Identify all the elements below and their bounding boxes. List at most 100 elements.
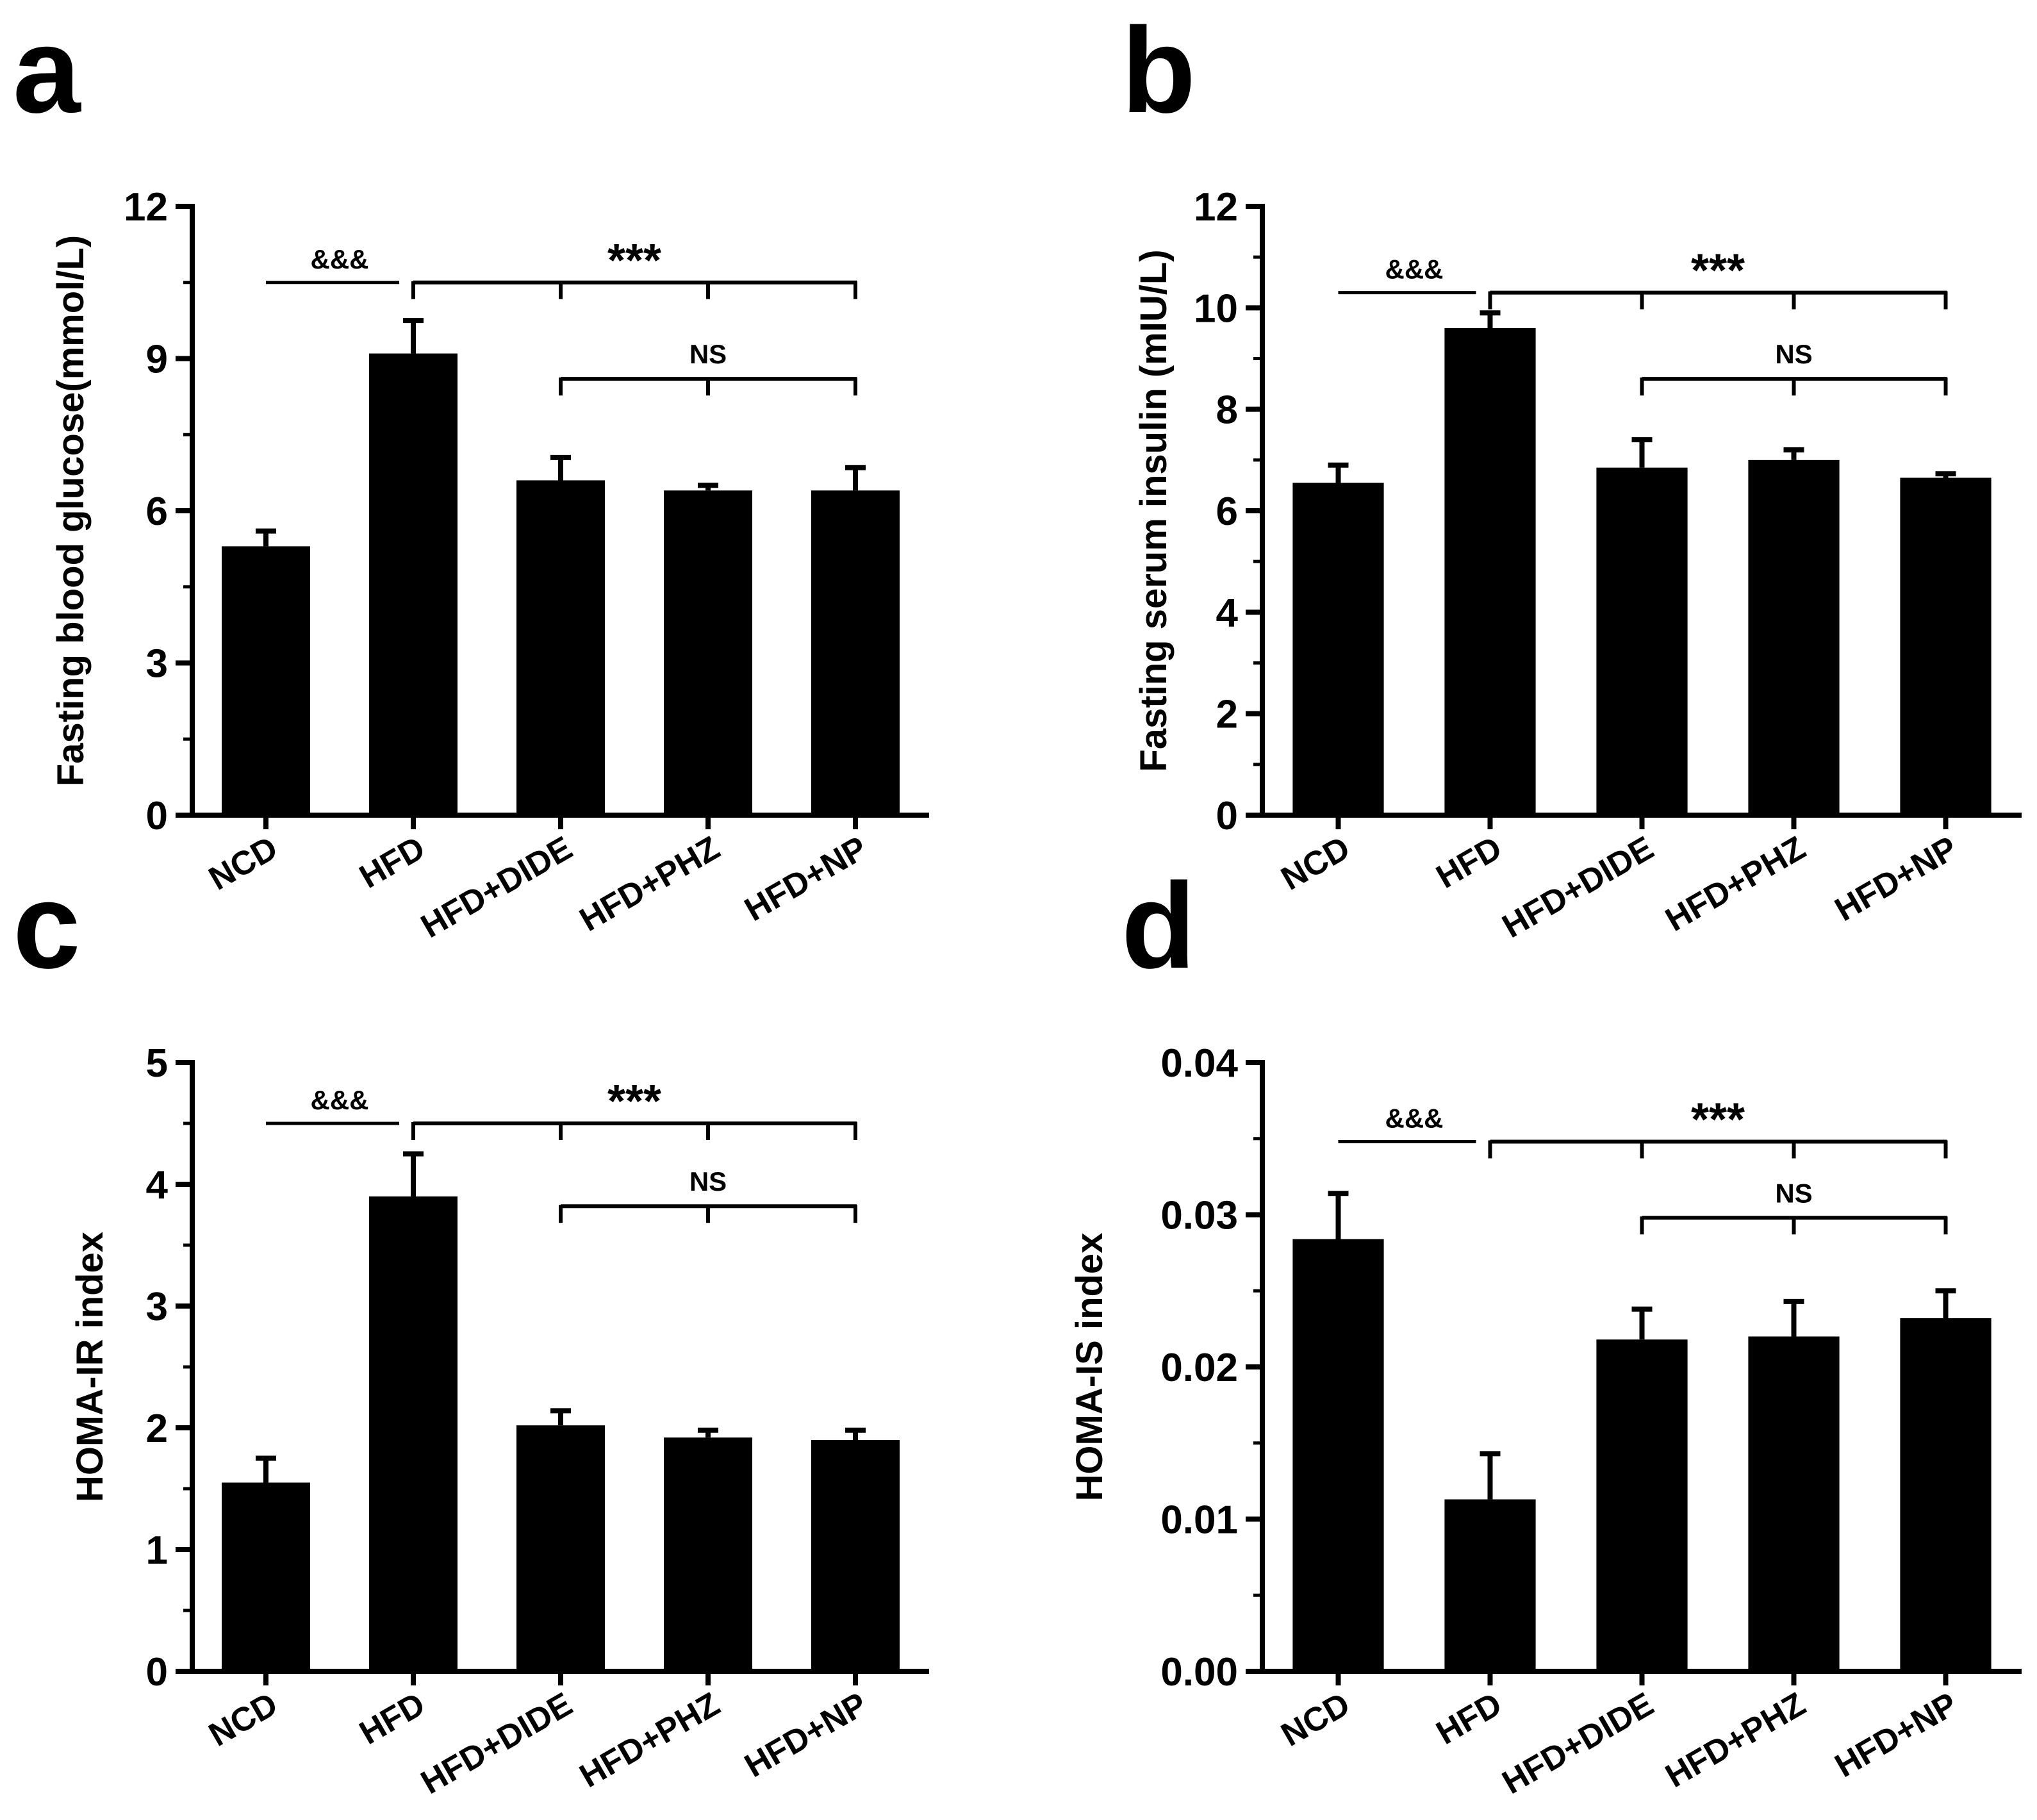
error-bar-1 xyxy=(1480,1451,1501,1500)
bar-1 xyxy=(1444,1499,1536,1671)
y-tick-label: 8 xyxy=(1216,388,1238,433)
error-bar-0 xyxy=(1328,462,1349,483)
error-bar-4 xyxy=(845,465,866,491)
star-bracket xyxy=(411,280,857,299)
bar-1 xyxy=(1444,328,1536,815)
y-tick-label: 0.04 xyxy=(1160,1041,1238,1086)
bar-0 xyxy=(222,1482,310,1671)
ns-annotation: NS xyxy=(1775,339,1812,369)
y-tick-label: 2 xyxy=(1216,693,1238,737)
ns-annotation: NS xyxy=(1775,1178,1812,1208)
x-tick-label: HFD+DIDE xyxy=(1496,1685,1660,1801)
bar-1 xyxy=(369,1196,458,1671)
panel-letter: d xyxy=(1121,858,1196,994)
star-annotation: *** xyxy=(607,235,661,286)
star-bracket xyxy=(1488,1139,1948,1159)
error-bar-3 xyxy=(1783,447,1804,460)
star-bracket xyxy=(411,1121,857,1140)
bar-2 xyxy=(516,1425,605,1671)
error-bar-1 xyxy=(403,1151,424,1196)
y-tick-label: 10 xyxy=(1194,286,1238,331)
y-tick-label: 4 xyxy=(1216,591,1239,635)
x-tick-label: NCD xyxy=(1275,829,1357,898)
bar-2 xyxy=(1596,1339,1688,1671)
y-tick-label: 0.01 xyxy=(1160,1498,1238,1543)
x-tick-label: HFD+PHZ xyxy=(573,1685,726,1795)
x-tick-label: HFD+PHZ xyxy=(573,829,726,939)
error-bar-3 xyxy=(698,483,718,491)
x-tick-label: NCD xyxy=(202,1685,284,1754)
amp-annotation: &&& xyxy=(311,244,369,274)
y-axis-label: HOMA-IR index xyxy=(69,1232,111,1502)
bar-3 xyxy=(664,490,752,815)
x-tick-label: HFD+DIDE xyxy=(415,829,579,945)
error-bar-4 xyxy=(1935,471,1956,478)
y-tick-label: 6 xyxy=(146,490,168,534)
y-tick-label: 0.02 xyxy=(1160,1346,1238,1390)
bar-3 xyxy=(664,1437,752,1671)
x-tick-label: HFD+PHZ xyxy=(1660,1685,1812,1795)
x-tick-label: HFD xyxy=(1430,1685,1508,1752)
y-tick-label: 2 xyxy=(146,1407,168,1451)
bar-1 xyxy=(369,353,458,815)
y-tick-label: 3 xyxy=(146,1285,168,1329)
ns-bracket xyxy=(559,1204,857,1223)
error-bar-2 xyxy=(1631,1306,1653,1340)
error-bar-0 xyxy=(256,528,276,547)
bar-2 xyxy=(1596,467,1688,815)
star-annotation: *** xyxy=(607,1076,661,1127)
y-tick-label: 12 xyxy=(1194,185,1238,229)
x-tick-label: HFD+NP xyxy=(739,1685,873,1785)
bar-2 xyxy=(516,480,605,815)
x-tick-label: HFD+PHZ xyxy=(1660,829,1812,939)
error-bar-1 xyxy=(1480,310,1501,328)
y-tick-label: 1 xyxy=(146,1528,168,1573)
ns-bracket xyxy=(1640,1216,1948,1235)
star-bracket xyxy=(1488,290,1948,310)
y-tick-label: 0.00 xyxy=(1160,1650,1238,1694)
y-tick-label: 5 xyxy=(146,1041,168,1086)
y-axis-label: HOMA-IS index xyxy=(1069,1233,1110,1502)
error-bar-4 xyxy=(845,1427,866,1440)
star-annotation: *** xyxy=(1691,1095,1745,1146)
y-axis-label: Fasting blood glucose(mmol/L) xyxy=(50,235,92,786)
ns-bracket xyxy=(559,377,857,396)
y-tick-label: 6 xyxy=(1216,490,1238,534)
error-bar-2 xyxy=(550,454,571,481)
y-tick-label: 0 xyxy=(1216,794,1238,838)
error-bar-2 xyxy=(1631,437,1653,468)
panel-letter: a xyxy=(13,3,81,138)
error-bar-2 xyxy=(550,1408,571,1426)
x-tick-label: HFD xyxy=(353,1685,431,1752)
y-axis-label: Fasting serum insulin (mIU/L) xyxy=(1133,249,1175,772)
amp-annotation: &&& xyxy=(1385,1104,1444,1134)
error-bar-0 xyxy=(256,1455,276,1483)
bar-4 xyxy=(1900,1318,1992,1671)
amp-annotation: &&& xyxy=(311,1085,369,1115)
y-tick-label: 3 xyxy=(146,642,168,686)
ns-annotation: NS xyxy=(689,1166,727,1196)
error-bar-4 xyxy=(1935,1288,1956,1318)
y-tick-label: 12 xyxy=(124,185,168,229)
x-tick-label: HFD+NP xyxy=(1829,829,1963,929)
error-bar-0 xyxy=(1328,1191,1349,1239)
bar-0 xyxy=(1292,483,1384,815)
y-tick-label: 0.03 xyxy=(1160,1194,1238,1238)
bar-4 xyxy=(1900,477,1992,815)
x-tick-label: HFD xyxy=(353,829,431,896)
y-tick-label: 4 xyxy=(146,1163,169,1207)
y-tick-label: 0 xyxy=(146,794,168,838)
panel-letter: c xyxy=(13,858,81,994)
bar-3 xyxy=(1748,459,1840,815)
star-annotation: *** xyxy=(1691,245,1745,297)
ns-bracket xyxy=(1640,377,1948,396)
x-tick-label: HFD+NP xyxy=(739,829,873,929)
panel-letter: b xyxy=(1121,3,1196,138)
x-tick-label: NCD xyxy=(202,829,284,898)
ns-annotation: NS xyxy=(689,339,727,369)
